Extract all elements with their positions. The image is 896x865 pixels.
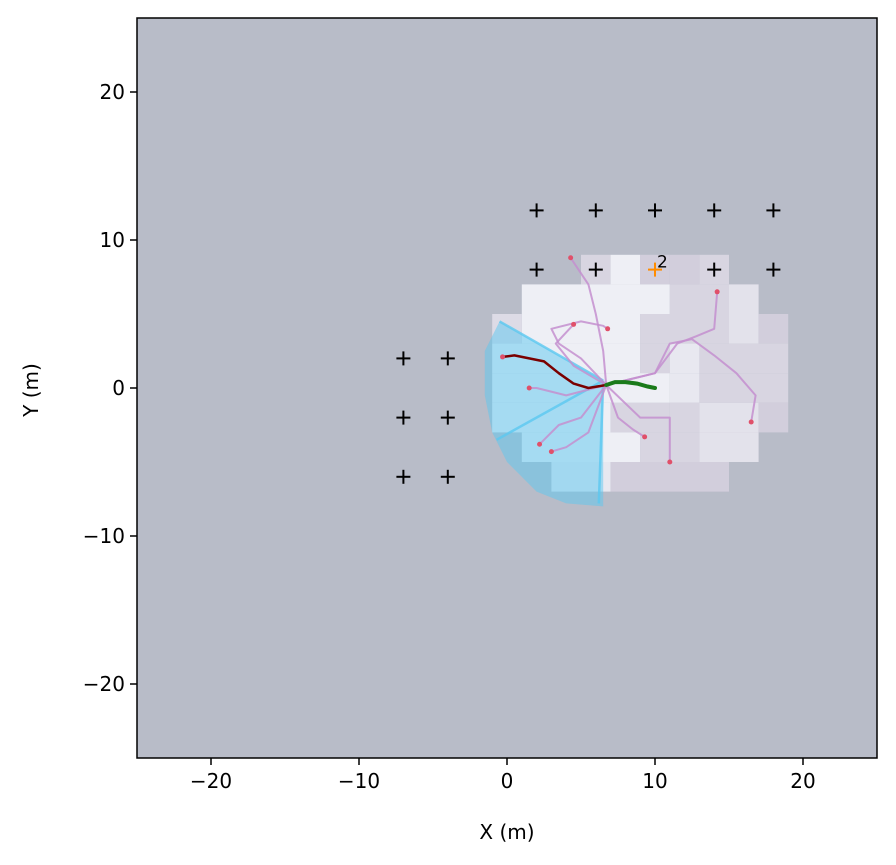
map-cell [758,402,789,433]
map-cell [669,254,700,285]
path-endpoint [571,321,577,327]
marker-point [648,203,662,218]
x-tick-label: −10 [338,769,380,793]
candidate-path [569,257,608,386]
map-cell [521,314,641,344]
x-tick-label: 10 [642,769,667,793]
path-endpoint [748,419,754,425]
marker-point [707,262,722,277]
candidate-path [605,384,646,438]
path-endpoint [714,289,720,295]
path-endpoint [568,255,574,261]
map-cell [669,284,729,314]
candidate-path [538,384,607,445]
highlight-marker [648,262,662,277]
marker-point [766,203,781,218]
y-tick-label: 10 [100,228,125,252]
map-cell [699,343,789,374]
marker-point [440,469,455,484]
map-cell [699,373,789,403]
map-cell [729,314,759,344]
path-endpoint [500,354,506,360]
map-cell [669,373,700,403]
marker-point [588,203,603,218]
y-tick-label: 0 [112,376,125,400]
x-axis-label: X (m) [479,820,534,844]
map-cell [610,462,729,492]
y-tick-label: 20 [100,80,125,104]
marker-point [707,203,722,218]
path-endpoint [537,441,543,447]
marker-point [529,262,544,277]
sensor-ray [597,380,605,504]
map-cell [699,432,759,462]
y-axis-label: Y (m) [19,363,43,418]
robot-trajectory [604,380,657,390]
x-tick-label: 20 [790,769,815,793]
candidate-path [550,320,609,386]
marker-point [440,351,455,366]
candidate-path [605,384,671,462]
candidate-path [529,384,607,397]
marker-point [396,469,411,484]
x-tick-label: −20 [190,769,232,793]
candidate-path [554,323,607,386]
chosen-path [502,354,607,390]
map-cell [669,402,700,433]
marker-point [440,410,455,425]
x-tick-label: 0 [501,769,514,793]
candidate-path [551,384,608,453]
map-cell [758,314,789,344]
path-endpoint [642,434,648,440]
map-cell [521,284,670,314]
marker-point [766,262,781,277]
path-endpoint [605,326,611,332]
candidate-path [605,291,719,386]
highlight-marker-label: 2 [657,253,668,273]
y-tick-label: −20 [83,672,125,696]
marker-point [396,351,411,366]
map-cell [699,402,759,433]
path-endpoint [667,459,673,465]
path-endpoint [526,385,532,391]
y-tick-label: −10 [83,524,125,548]
marker-point [588,262,603,277]
sensor-ray [498,320,604,382]
marker-point [396,410,411,425]
map-cell [610,254,641,285]
marker-point [529,203,544,218]
map-cell [729,284,759,314]
path-endpoint [548,449,554,455]
